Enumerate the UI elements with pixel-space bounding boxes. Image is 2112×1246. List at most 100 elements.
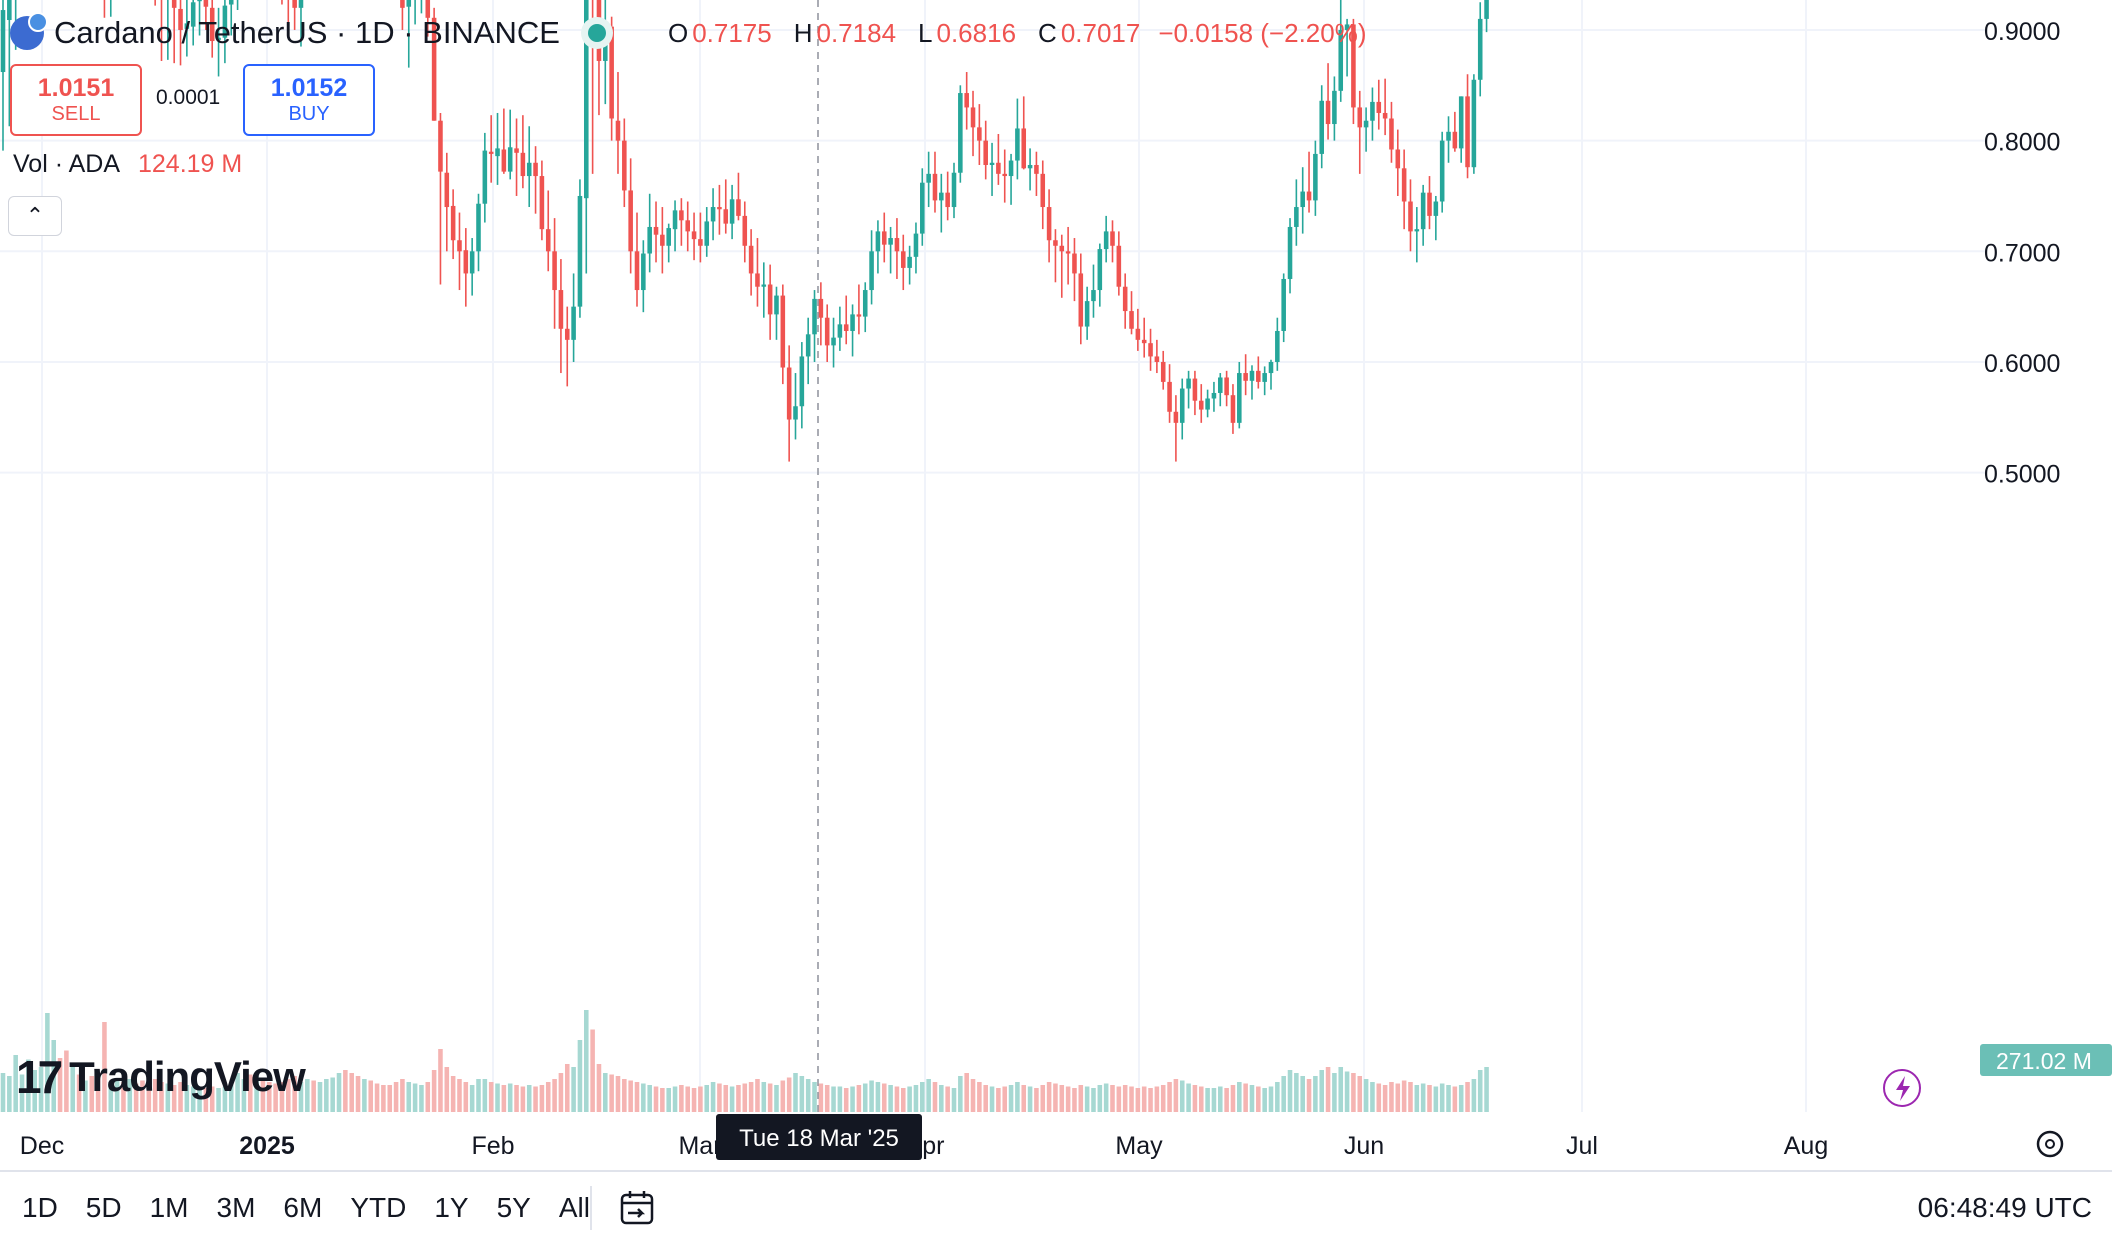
volume-bar: [1319, 1070, 1325, 1112]
volume-bar: [945, 1086, 950, 1112]
volume-bar: [1420, 1083, 1426, 1112]
volume-bar: [780, 1080, 786, 1112]
volume-bar: [672, 1086, 678, 1112]
volume-bar: [755, 1079, 760, 1112]
high-key: H: [793, 17, 813, 48]
volume-bars: [0, 1010, 1489, 1112]
volume-bar: [710, 1082, 716, 1112]
volume-bar: [818, 1083, 824, 1112]
price-axis[interactable]: 1.40001.30001.20001.10001.00000.90000.80…: [1935, 0, 2112, 1076]
volume-bar: [1262, 1088, 1267, 1112]
symbol-title[interactable]: Cardano / TetherUS · 1D · BINANCE: [54, 15, 560, 50]
candle-body: [1192, 378, 1198, 401]
volume-bar: [222, 1086, 228, 1112]
volume-bar: [977, 1082, 982, 1112]
candle-body: [1135, 328, 1141, 340]
volume-bar: [1091, 1088, 1096, 1112]
utc-clock[interactable]: 06:48:49 UTC: [1917, 1192, 2092, 1223]
volume-bar: [558, 1073, 564, 1112]
volume-bar: [330, 1077, 335, 1112]
candle-body: [203, 0, 209, 7]
volume-bar: [38, 1067, 44, 1112]
candle-body: [1141, 339, 1147, 344]
candle-body: [666, 228, 671, 246]
volume-bar: [241, 1079, 247, 1112]
candle-body: [1452, 131, 1458, 149]
candle-body: [1357, 107, 1363, 128]
volume-bar: [634, 1082, 640, 1112]
candle-body: [1122, 286, 1128, 312]
volume-bar: [1186, 1083, 1191, 1112]
volume-bar: [1230, 1085, 1236, 1112]
buy-button[interactable]: 1.0152 BUY: [243, 64, 375, 136]
volume-bar: [862, 1083, 868, 1112]
candle-body: [0, 10, 6, 73]
high-value: 0.7184: [816, 17, 897, 48]
volume-bar: [1433, 1086, 1439, 1112]
price-chart[interactable]: 1.40001.30001.20001.10001.00000.90000.80…: [0, 0, 2112, 1170]
volume-bar: [317, 1082, 323, 1112]
volume-bar: [793, 1073, 798, 1112]
volume-bar: [691, 1088, 697, 1112]
volume-bar: [64, 1050, 69, 1112]
candle-body: [476, 203, 481, 252]
candle-body: [1072, 253, 1077, 274]
volume-bar: [501, 1085, 507, 1112]
volume-bar: [1179, 1080, 1185, 1112]
volume-bar: [495, 1083, 500, 1112]
candle-body: [710, 207, 716, 222]
candle-body: [431, 17, 437, 121]
market-status-icon[interactable]: [587, 24, 606, 42]
collapse-legend-button[interactable]: ⌃: [8, 196, 62, 236]
candle-body: [881, 231, 887, 245]
volume-bar: [349, 1073, 354, 1112]
volume-bar: [609, 1074, 614, 1112]
volume-bar: [583, 1010, 589, 1112]
volume-bar: [469, 1085, 475, 1112]
range-button[interactable]: 6M: [283, 1192, 323, 1223]
x-tick-label: May: [1115, 1132, 1163, 1160]
candle-body: [1027, 164, 1033, 169]
candle-body: [729, 199, 735, 224]
candle-body: [945, 192, 950, 208]
volume-bar: [108, 1082, 114, 1112]
range-button[interactable]: YTD: [350, 1192, 407, 1223]
volume-bar: [729, 1086, 735, 1112]
sell-button[interactable]: 1.0151 SELL: [10, 64, 142, 136]
volume-bar: [824, 1085, 830, 1112]
range-button[interactable]: 5D: [85, 1192, 122, 1223]
volume-bar: [1382, 1085, 1388, 1112]
range-button[interactable]: 1M: [149, 1192, 189, 1223]
candle-body: [805, 334, 811, 357]
date-range-icon[interactable]: [618, 1188, 658, 1228]
volume-bar: [216, 1088, 221, 1112]
candle-body: [615, 120, 621, 141]
volume-bar: [742, 1083, 748, 1112]
range-button[interactable]: 5Y: [496, 1192, 531, 1223]
volume-bar: [1351, 1073, 1356, 1112]
volume-bar: [970, 1079, 976, 1112]
range-button[interactable]: All: [558, 1192, 590, 1223]
volume-bar: [888, 1085, 893, 1112]
range-button[interactable]: 1Y: [434, 1192, 469, 1223]
candle-body: [400, 0, 405, 8]
volume-bar: [1116, 1086, 1122, 1112]
volume-bar: [1059, 1085, 1065, 1112]
volume-bar: [7, 1076, 12, 1112]
volume-bar: [463, 1082, 469, 1112]
volume-bar: [279, 1082, 285, 1112]
tradingview-logo[interactable]: 17 TradingView: [16, 1050, 306, 1104]
volume-value: 124.19 M: [138, 150, 243, 178]
range-button[interactable]: 3M: [216, 1192, 256, 1223]
volume-bar: [374, 1083, 380, 1112]
candle-body: [958, 93, 963, 173]
volume-bar: [1427, 1085, 1432, 1112]
volume-bar: [228, 1083, 234, 1112]
candle-body: [1129, 311, 1134, 329]
range-button[interactable]: 1D: [22, 1192, 58, 1223]
volume-bar: [1015, 1082, 1020, 1112]
candle-body: [298, 0, 304, 8]
candle-body: [1021, 128, 1027, 169]
lightning-bolt-icon: [1896, 1076, 1910, 1101]
